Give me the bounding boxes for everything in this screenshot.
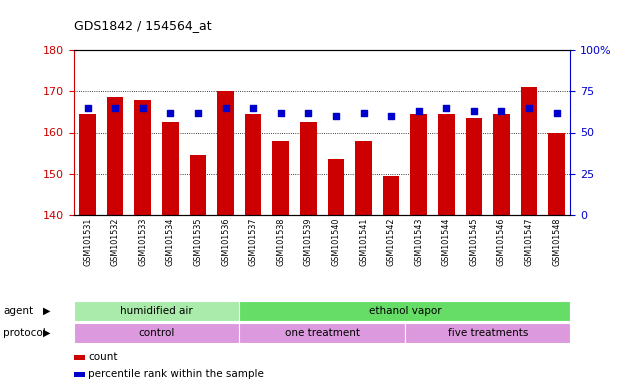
Text: agent: agent xyxy=(3,306,33,316)
Point xyxy=(83,105,93,111)
Text: humidified air: humidified air xyxy=(120,306,193,316)
Point xyxy=(551,109,562,116)
Bar xyxy=(162,122,179,215)
Bar xyxy=(405,323,570,343)
Point xyxy=(276,109,286,116)
Bar xyxy=(355,141,372,215)
Bar xyxy=(239,301,570,321)
Point xyxy=(358,109,369,116)
Bar xyxy=(438,114,454,215)
Text: GDS1842 / 154564_at: GDS1842 / 154564_at xyxy=(74,19,212,32)
Bar xyxy=(190,155,206,215)
Point xyxy=(165,109,176,116)
Bar xyxy=(410,114,427,215)
Bar xyxy=(74,323,239,343)
Text: control: control xyxy=(138,328,175,338)
Bar xyxy=(272,141,289,215)
Point xyxy=(248,105,258,111)
Point xyxy=(110,105,121,111)
Text: ethanol vapor: ethanol vapor xyxy=(369,306,441,316)
Bar xyxy=(493,114,510,215)
Bar xyxy=(239,323,405,343)
Point xyxy=(138,105,148,111)
Point xyxy=(193,109,203,116)
Bar xyxy=(245,114,262,215)
Point xyxy=(331,113,341,119)
Bar xyxy=(520,87,537,215)
Point xyxy=(469,108,479,114)
Point xyxy=(386,113,396,119)
Bar xyxy=(217,91,234,215)
Bar xyxy=(135,99,151,215)
Point xyxy=(303,109,313,116)
Text: protocol: protocol xyxy=(3,328,46,338)
Text: five treatments: five treatments xyxy=(447,328,528,338)
Bar xyxy=(107,98,123,215)
Bar xyxy=(79,114,96,215)
Point xyxy=(524,105,534,111)
Bar xyxy=(328,159,344,215)
Text: percentile rank within the sample: percentile rank within the sample xyxy=(88,369,264,379)
Point xyxy=(496,108,506,114)
Bar xyxy=(465,118,482,215)
Point xyxy=(413,108,424,114)
Text: one treatment: one treatment xyxy=(285,328,360,338)
Point xyxy=(221,105,231,111)
Text: ▶: ▶ xyxy=(43,328,51,338)
Text: count: count xyxy=(88,352,118,362)
Bar xyxy=(549,132,565,215)
Bar xyxy=(383,176,399,215)
Text: ▶: ▶ xyxy=(43,306,51,316)
Point xyxy=(441,105,451,111)
Bar xyxy=(74,301,239,321)
Bar xyxy=(300,122,317,215)
